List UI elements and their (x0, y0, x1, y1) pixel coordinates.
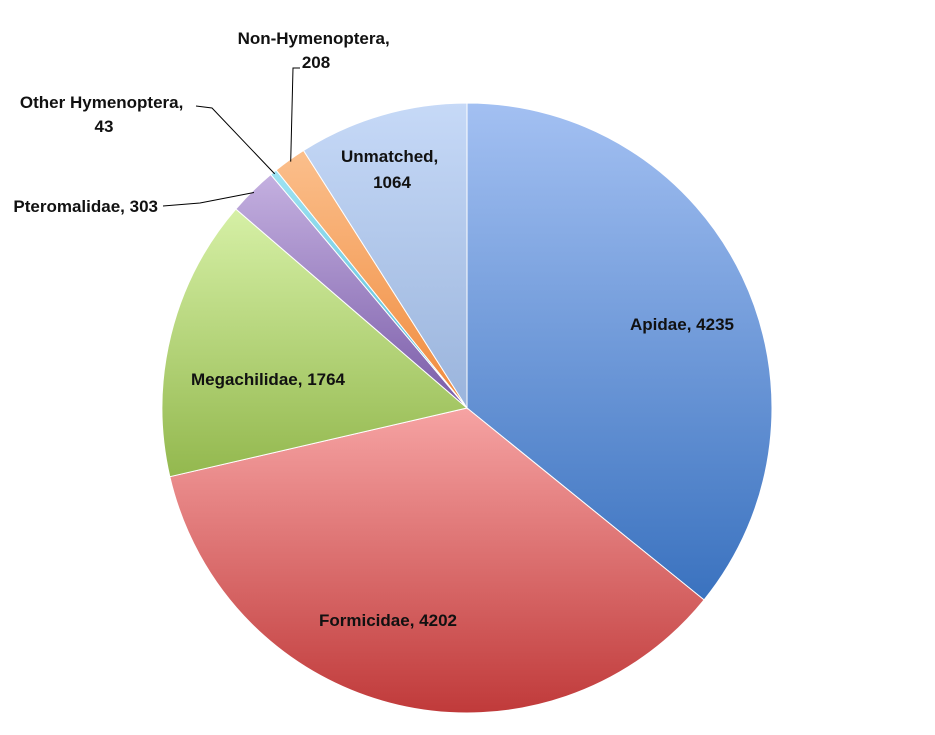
leader-line-other-hymenoptera (195, 105, 276, 175)
label-unmatched: Unmatched, 1064 (341, 147, 443, 192)
label-non-hymenoptera: Non-Hymenoptera, 208 (238, 29, 395, 72)
label-megachilidae: Megachilidae, 1764 (191, 370, 346, 389)
label-pteromalidae: Pteromalidae, 303 (13, 197, 158, 216)
slice-megachilidae (161, 208, 469, 478)
slice-apidae (466, 102, 773, 601)
slice-formicidae (169, 407, 705, 714)
leader-line-pteromalidae (162, 192, 255, 207)
slice-unmatched (302, 102, 468, 410)
label-formicidae: Formicidae, 4202 (319, 611, 457, 630)
label-apidae: Apidae, 4235 (630, 315, 734, 334)
leader-line-non-hymenoptera (290, 67, 300, 162)
label-other-hymenoptera: Other Hymenoptera, 43 (20, 93, 188, 136)
pie-slices (161, 102, 773, 714)
leader-lines (162, 67, 300, 207)
